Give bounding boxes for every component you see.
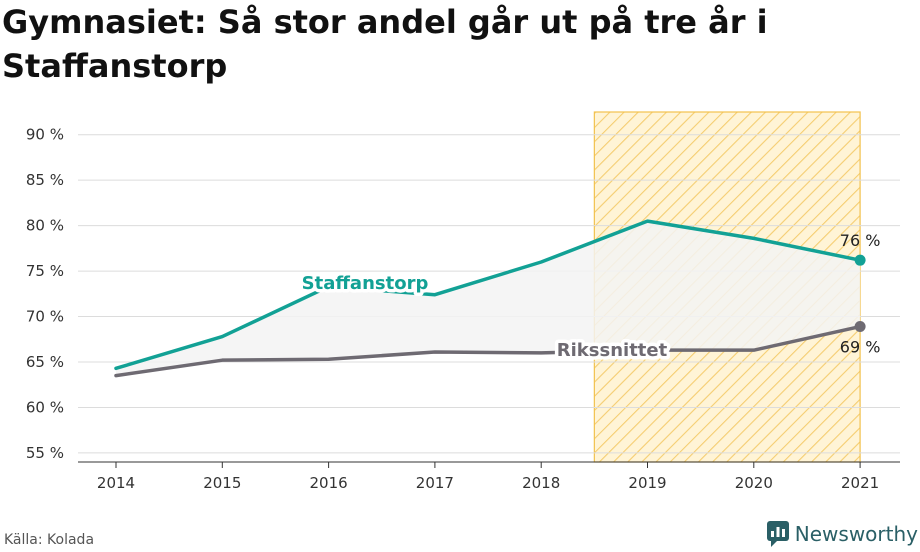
y-tick-label: 60 % xyxy=(26,398,64,416)
source-note: Källa: Kolada xyxy=(4,532,95,548)
gap-area xyxy=(116,221,861,376)
y-tick-label: 65 % xyxy=(26,353,64,371)
y-tick-label: 80 % xyxy=(26,217,64,235)
newsworthy-logo-icon xyxy=(766,521,789,547)
series-label-rikssnittet: Rikssnittet xyxy=(557,340,668,361)
end-point-staffanstorp xyxy=(854,254,866,266)
end-label-rikssnittet: 69 % xyxy=(840,338,881,357)
x-tick-label: 2015 xyxy=(203,474,241,492)
y-tick-label: 70 % xyxy=(26,308,64,326)
chart-title: Gymnasiet: Så stor andel går ut på tre å… xyxy=(2,3,768,85)
x-tick-label: 2019 xyxy=(628,474,666,492)
x-tick-label: 2016 xyxy=(310,474,348,492)
series-label-staffanstorp-halo: Staffanstorp xyxy=(302,273,429,294)
series-line-rikssnittet xyxy=(114,324,862,378)
series-label-rikssnittet-halo: Rikssnittet xyxy=(557,340,668,361)
end-label-staffanstorp: 76 % xyxy=(840,231,881,250)
series-label-staffanstorp: Staffanstorp xyxy=(302,273,429,294)
x-tick-label: 2018 xyxy=(522,474,560,492)
x-tick-label: 2020 xyxy=(735,474,773,492)
x-tick-label: 2014 xyxy=(97,474,135,492)
y-tick-label: 90 % xyxy=(26,126,64,144)
x-tick-label: 2021 xyxy=(841,474,879,492)
y-tick-label: 55 % xyxy=(26,444,64,462)
brand: Newsworthy xyxy=(766,521,918,547)
y-tick-label: 85 % xyxy=(26,171,64,189)
x-tick-label: 2017 xyxy=(416,474,454,492)
y-tick-label: 75 % xyxy=(26,262,64,280)
end-point-rikssnittet xyxy=(854,321,866,333)
brand-name: Newsworthy xyxy=(794,522,918,546)
series-line-staffanstorp xyxy=(114,219,862,371)
